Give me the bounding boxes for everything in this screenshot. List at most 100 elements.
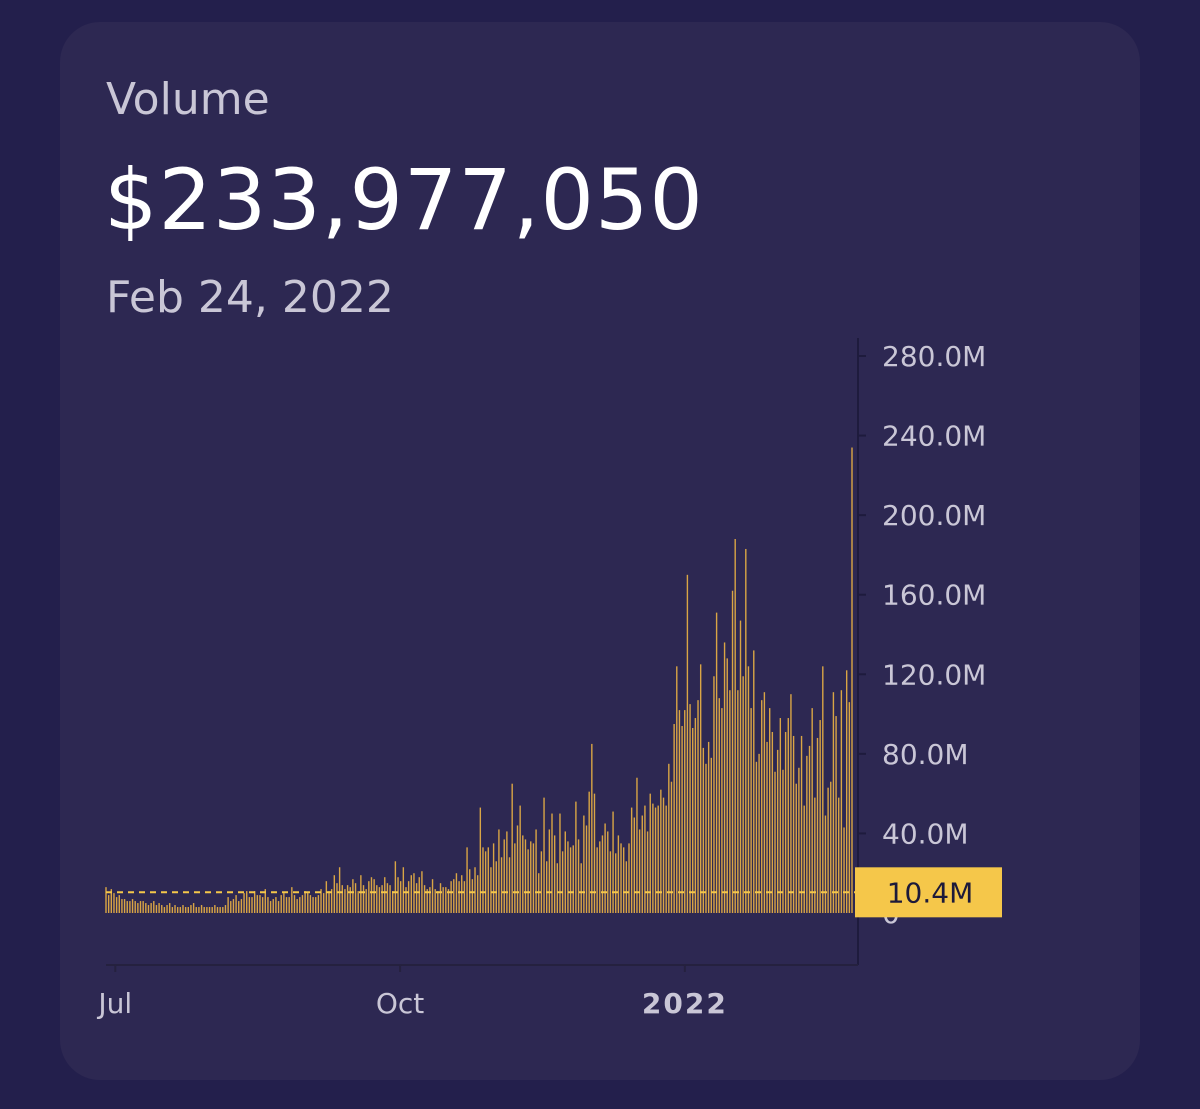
volume-bar xyxy=(718,698,720,913)
volume-bar xyxy=(715,612,718,913)
volume-bar xyxy=(346,885,349,913)
volume-bar xyxy=(503,839,505,913)
volume-bar xyxy=(283,893,285,913)
volume-bar xyxy=(644,805,646,913)
volume-bar xyxy=(293,895,296,913)
volume-bar xyxy=(206,907,208,913)
volume-bar xyxy=(840,690,843,913)
volume-bar xyxy=(670,781,673,913)
volume-bar xyxy=(190,905,192,913)
volume-bar xyxy=(442,887,444,913)
volume-bar xyxy=(739,620,742,913)
volume-bar xyxy=(609,851,612,913)
volume-bar xyxy=(315,897,317,913)
volume-bar xyxy=(479,807,482,913)
volume-bar xyxy=(514,843,516,913)
volume-bar xyxy=(694,718,697,913)
volume-bar xyxy=(559,813,561,913)
volume-bar xyxy=(527,849,529,913)
volume-bar xyxy=(641,815,643,913)
volume-bar xyxy=(163,907,166,913)
volume-bar xyxy=(607,831,609,913)
volume-bar xyxy=(322,893,325,913)
volume-bar xyxy=(617,835,620,913)
volume-bar xyxy=(187,907,189,913)
volume-bar xyxy=(134,901,136,913)
y-axis: 280.0M 240.0M 200.0M 160.0M 120.0M 80.0M 40.0M… xyxy=(857,338,986,965)
volume-bar xyxy=(259,895,261,913)
volume-bar xyxy=(787,718,789,913)
volume-bar xyxy=(402,867,405,913)
volume-bar xyxy=(654,807,657,913)
volume-bar xyxy=(588,791,590,913)
volume-bar xyxy=(235,895,237,913)
volume-bar xyxy=(110,889,113,913)
volume-bar xyxy=(851,447,853,913)
volume-bar xyxy=(755,761,758,913)
x-tick-label: Jul xyxy=(96,987,132,1020)
volume-bar xyxy=(548,829,551,913)
volume-bar xyxy=(569,847,572,913)
x-tick-label: Oct xyxy=(376,987,424,1020)
volume-bar xyxy=(636,777,638,913)
volume-bar xyxy=(678,710,681,913)
volume-bar xyxy=(572,845,574,913)
volume-bar xyxy=(742,676,744,913)
volume-bar xyxy=(333,875,336,913)
y-tick-label: 240.0M xyxy=(882,420,986,453)
volume-bar xyxy=(248,897,251,913)
volume-bar xyxy=(376,885,378,913)
volume-bar xyxy=(761,700,763,913)
y-tick-label: 40.0M xyxy=(882,817,969,850)
volume-bar xyxy=(524,839,527,913)
volume-bar xyxy=(790,694,792,913)
volume-bar xyxy=(543,797,545,913)
volume-bar xyxy=(415,883,418,913)
volume-bar xyxy=(824,815,827,913)
volume-bar xyxy=(423,885,426,913)
volume-bar xyxy=(490,867,492,913)
volume-bar xyxy=(256,895,259,913)
volume-bar xyxy=(182,905,184,913)
volume-bar xyxy=(758,753,760,913)
volume-bar xyxy=(577,839,580,913)
reference-line: 10.4M xyxy=(106,867,1002,918)
volume-bar xyxy=(474,867,476,913)
volume-bar xyxy=(734,539,736,913)
volume-bar xyxy=(766,741,768,913)
volume-bar xyxy=(232,899,235,913)
volume-bar xyxy=(484,851,487,913)
volume-bar xyxy=(476,875,479,913)
volume-bar xyxy=(822,666,824,913)
volume-bar xyxy=(811,708,813,913)
volume-bar xyxy=(774,771,776,913)
volume-bar xyxy=(487,847,489,913)
volume-bar xyxy=(500,857,503,913)
volume-bar xyxy=(832,692,835,913)
volume-bar xyxy=(819,720,821,913)
volume-bar xyxy=(166,905,168,913)
volume-bar xyxy=(747,666,750,913)
volume-bar xyxy=(437,891,439,913)
volume-bar xyxy=(447,889,450,913)
volume-bar xyxy=(352,879,354,913)
volume-bar xyxy=(482,847,484,913)
volume-bar xyxy=(230,901,232,913)
volume-bar xyxy=(745,548,747,913)
volume-bar xyxy=(328,891,330,913)
volume-bar xyxy=(365,889,367,913)
volume-bar xyxy=(288,897,290,913)
x-tick-label: 2022 xyxy=(642,987,728,1020)
volume-value: $233,977,050 xyxy=(104,151,704,249)
volume-bar xyxy=(492,843,495,913)
volume-bar xyxy=(429,887,431,913)
volume-bar xyxy=(599,841,601,913)
volume-bar xyxy=(373,879,375,913)
volume-bar xyxy=(800,735,803,913)
volume-bar xyxy=(604,823,606,913)
volume-bar xyxy=(301,895,304,913)
volume-bar xyxy=(673,724,675,913)
volume-bar xyxy=(330,889,333,913)
volume-bar xyxy=(129,901,131,913)
